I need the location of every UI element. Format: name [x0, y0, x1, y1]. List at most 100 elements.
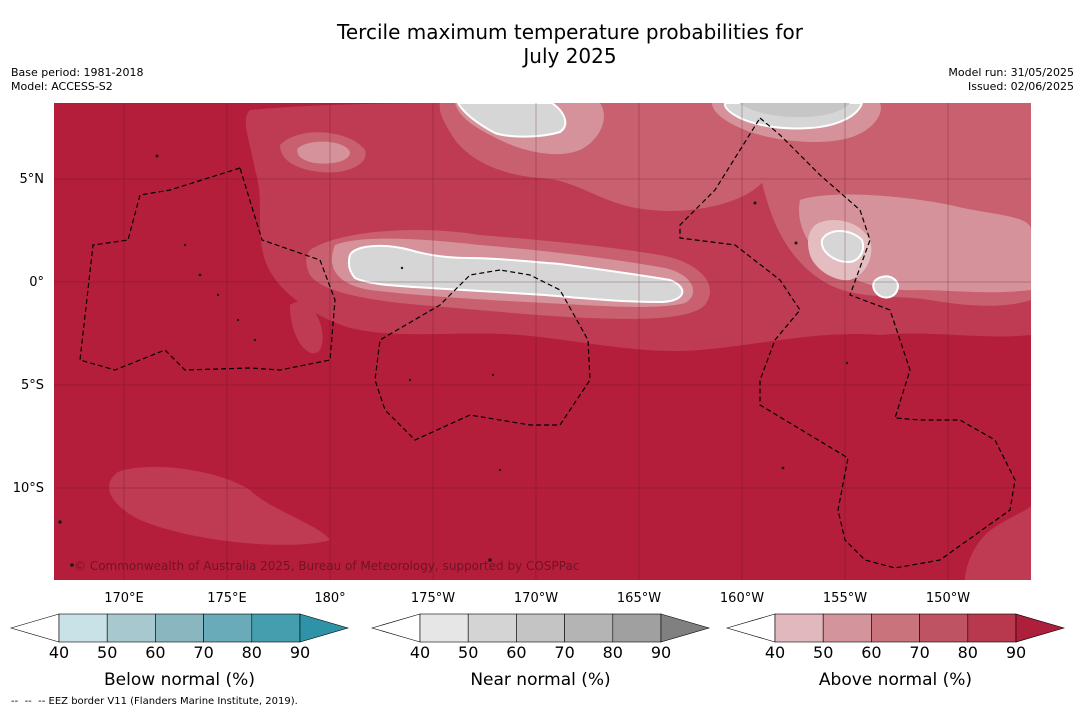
colorbar-near: 40 50 60 70 80 90 Near normal (%) [370, 613, 711, 690]
colorbar-tick-label: 70 [193, 643, 213, 662]
colorbar-below: 40 50 60 70 80 90 Below normal (%) [9, 613, 350, 690]
near-normal-region-north [456, 103, 567, 138]
colorbars: 40 50 60 70 80 90 Below normal (%) 40 50 60 70 80 90… [9, 613, 1066, 690]
colorbar-segment [919, 613, 969, 643]
island [408, 378, 412, 382]
island [781, 466, 785, 470]
above-60-region-east-edge [982, 237, 1031, 277]
latitude-label: 0° [29, 275, 44, 290]
colorbar-low-extension [370, 613, 421, 643]
longitude-label: 180° [314, 591, 345, 606]
model-run: Model run: 31/05/2025 [948, 66, 1074, 79]
above-60-region-small [297, 141, 350, 164]
island [498, 468, 502, 472]
island [155, 154, 159, 158]
colorbar-tick-label: 50 [813, 643, 833, 662]
above-80-region-southeast [965, 505, 1031, 580]
colorbar-title: Near normal (%) [470, 670, 610, 690]
colorbar-segment [564, 613, 614, 643]
colorbar-low-extension [9, 613, 60, 643]
eez-border-central [374, 269, 591, 441]
above-80-region-west [290, 301, 323, 354]
colorbar-tick-label: 60 [506, 643, 526, 662]
colorbar-title: Above normal (%) [819, 670, 972, 690]
colorbar-low-extension [725, 613, 776, 643]
colorbar-segment [612, 613, 662, 643]
colorbar-high-extension [299, 613, 350, 643]
island [400, 266, 404, 270]
longitude-label: 160°W [720, 591, 764, 606]
colorbar-tick-label: 90 [290, 643, 310, 662]
longitude-label: 170°E [104, 591, 144, 606]
near-normal-60-region-northeast [739, 103, 850, 118]
longitude-label: 175°W [411, 591, 455, 606]
colorbar-tick-label: 70 [909, 643, 929, 662]
island [58, 520, 62, 524]
islands [58, 154, 849, 567]
island [70, 563, 74, 567]
colorbar-tick-label: 90 [651, 643, 671, 662]
model-name: Model: ACCESS-S2 [11, 80, 113, 93]
eez-border-east [679, 117, 1016, 569]
island [216, 293, 220, 297]
colorbar-segment [967, 613, 1017, 643]
colorbar-segment [155, 613, 204, 643]
island [753, 201, 757, 205]
near-normal-region-central [347, 244, 684, 304]
above-80-region-south [109, 466, 330, 545]
colorbar-segment [203, 613, 253, 643]
near-normal-region-east-small [872, 275, 900, 299]
colorbar-segment [871, 613, 920, 643]
longitude-label: 165°W [617, 591, 661, 606]
graticule [54, 103, 1031, 580]
colorbar-segment [419, 613, 469, 643]
meta-left: Base period: 1981-2018 Model: ACCESS-S2 [11, 66, 143, 94]
eez-footnote: -- -- -- EEZ border V11 (Flanders Marine… [11, 696, 298, 707]
longitude-labels: 170°E 175°E 180° 175°W 170°W 165°W 160°W 155°W 1… [104, 591, 970, 606]
meta-right: Model run: 31/05/2025 Issued: 02/06/2025 [948, 66, 1074, 94]
latitude-labels: 5°N 0° 5°S 10°S [13, 172, 44, 496]
latitude-label: 5°S [21, 378, 44, 393]
base-period: Base period: 1981-2018 [11, 66, 144, 79]
colorbar-tick-label: 60 [145, 643, 165, 662]
colorbar-tick-label: 60 [861, 643, 881, 662]
colorbar-segment [58, 613, 108, 643]
colorbar-segment [467, 613, 517, 643]
island [198, 273, 202, 277]
colorbar-segment [822, 613, 872, 643]
colorbar-title: Below normal (%) [104, 670, 255, 690]
colorbar-tick-label: 80 [242, 643, 262, 662]
longitude-label: 175°E [207, 591, 247, 606]
colorbar-above: 40 50 60 70 80 90 Above normal (%) [725, 613, 1066, 690]
island [236, 318, 240, 322]
eez-borders [79, 117, 1016, 569]
colorbar-segment [774, 613, 824, 643]
longitude-label: 150°W [926, 591, 970, 606]
colorbar-segment [106, 613, 156, 643]
chart-title: Tercile maximum temperature probabilitie… [337, 20, 803, 68]
island [491, 373, 495, 377]
colorbar-high-extension [660, 613, 711, 643]
longitude-label: 170°W [514, 591, 558, 606]
colorbar-tick-label: 50 [458, 643, 478, 662]
island [794, 241, 798, 245]
issued-date: Issued: 02/06/2025 [967, 80, 1074, 93]
colorbar-tick-label: 40 [49, 643, 69, 662]
colorbar-tick-label: 90 [1006, 643, 1026, 662]
island [845, 361, 849, 365]
island [488, 558, 492, 562]
island [253, 338, 257, 342]
latitude-label: 10°S [13, 481, 44, 496]
colorbar-tick-label: 40 [410, 643, 430, 662]
colorbar-segment [251, 613, 301, 643]
colorbar-segment [516, 613, 565, 643]
colorbar-tick-label: 80 [603, 643, 623, 662]
island [183, 243, 187, 247]
colorbar-high-extension [1015, 613, 1066, 643]
colorbar-tick-label: 50 [97, 643, 117, 662]
copyright-notice: © Commonwealth of Australia 2025, Bureau… [74, 559, 579, 573]
longitude-label: 155°W [823, 591, 867, 606]
colorbar-tick-label: 40 [765, 643, 785, 662]
colorbar-tick-label: 80 [958, 643, 978, 662]
